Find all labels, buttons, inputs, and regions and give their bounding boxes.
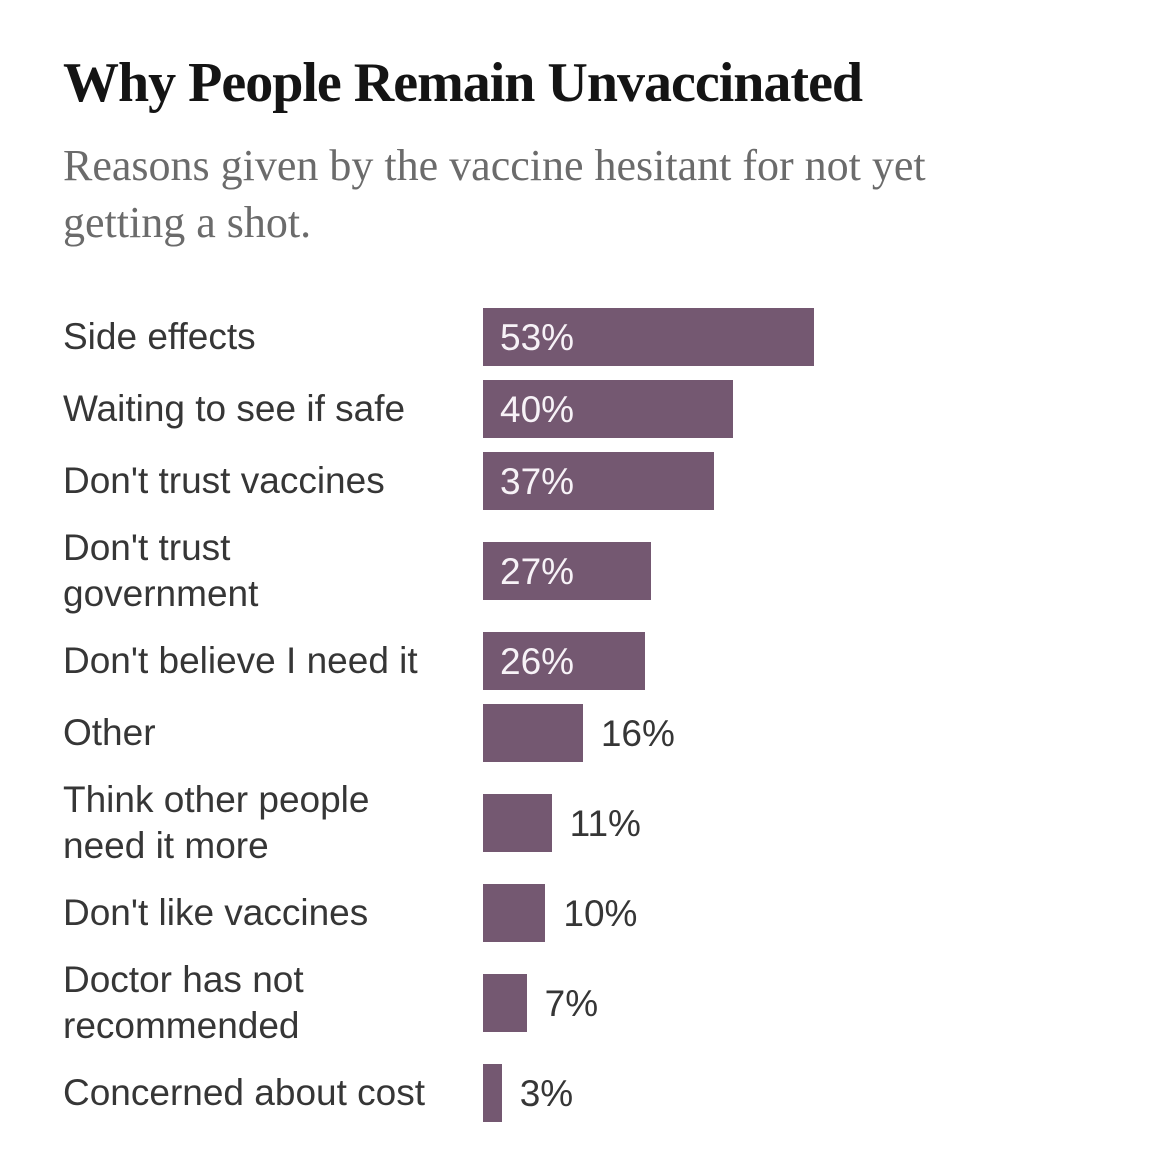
bar (483, 704, 583, 763)
bar-track: 40% (483, 380, 1107, 439)
bar: 53% (483, 308, 814, 367)
bar (483, 794, 552, 853)
bar: 40% (483, 380, 733, 439)
bar-row: Don't believe I need it 26% (63, 625, 1107, 697)
bar-row: Don't like vaccines 10% (63, 877, 1107, 949)
bar: 37% (483, 452, 714, 511)
bar (483, 884, 546, 943)
value-label-outside: 7% (544, 982, 599, 1024)
bar-chart: Side effects 53% Waiting to see if safe … (63, 301, 1107, 1129)
value-label-inside: 53% (500, 316, 575, 358)
value-label-inside: 40% (500, 388, 575, 430)
bar-row: Doctor has not recommended 7% (63, 949, 1107, 1057)
chart-card: Why People Remain Unvaccinated Reasons g… (63, 52, 1107, 1129)
bar-row: Waiting to see if safe 40% (63, 373, 1107, 445)
category-label: Waiting to see if safe (63, 388, 406, 430)
category-label: Doctor has not recommended (63, 959, 304, 1047)
category-label: Don't trust government (63, 527, 259, 615)
bar-row: Don't trust government 27% (63, 517, 1107, 625)
bar-row: Other 16% (63, 697, 1107, 769)
bar: 27% (483, 542, 652, 601)
bar-row: Side effects 53% (63, 301, 1107, 373)
value-label-outside: 11% (569, 802, 641, 844)
category-label: Think other people need it more (63, 779, 370, 867)
chart-title: Why People Remain Unvaccinated (63, 52, 863, 114)
bar-row: Think other people need it more 11% (63, 769, 1107, 877)
bar-track: 11% (483, 794, 1107, 853)
bar-track: 53% (483, 308, 1107, 367)
bar-track: 27% (483, 542, 1107, 601)
category-label: Concerned about cost (63, 1072, 426, 1114)
category-label: Other (63, 712, 156, 754)
value-label-outside: 10% (563, 892, 638, 934)
value-label-outside: 3% (519, 1072, 574, 1114)
bar-track: 10% (483, 884, 1107, 943)
chart-subtitle: Reasons given by the vaccine hesitant fo… (63, 140, 926, 247)
value-label-inside: 27% (500, 550, 575, 592)
bar-row: Don't trust vaccines 37% (63, 445, 1107, 517)
bar-track: 16% (483, 704, 1107, 763)
value-label-inside: 26% (500, 640, 575, 682)
category-label: Side effects (63, 316, 256, 358)
category-label: Don't like vaccines (63, 892, 369, 934)
category-label: Don't believe I need it (63, 640, 418, 682)
bar-row: Concerned about cost 3% (63, 1057, 1107, 1129)
bar-track: 7% (483, 974, 1107, 1033)
bar (483, 974, 527, 1033)
category-label: Don't trust vaccines (63, 460, 385, 502)
bar-track: 3% (483, 1064, 1107, 1123)
value-label-outside: 16% (600, 712, 675, 754)
bar (483, 1064, 502, 1123)
bar: 26% (483, 632, 646, 691)
value-label-inside: 37% (500, 460, 575, 502)
bar-track: 26% (483, 632, 1107, 691)
bar-track: 37% (483, 452, 1107, 511)
